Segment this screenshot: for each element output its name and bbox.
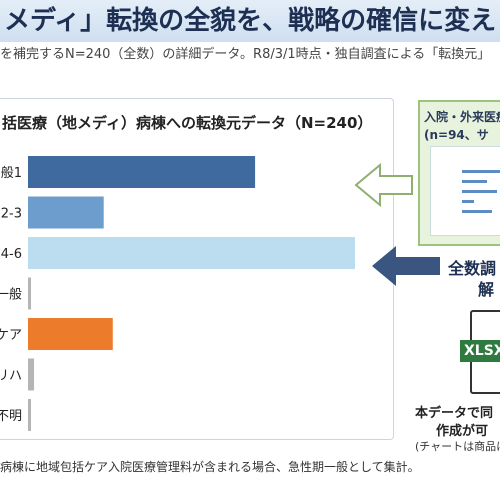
bar	[28, 358, 35, 391]
bar	[28, 277, 32, 310]
note: (チャートは商品に	[415, 440, 500, 453]
category-label: リハ	[0, 369, 22, 384]
subtitle: を補完するN=240（全数）の詳細データ。R8/3/1時点・独自調査による「転換…	[0, 47, 491, 62]
category-label: 般1	[1, 165, 22, 181]
thumb-bars	[462, 170, 500, 213]
slide-title: メディ」転換の全貌を、戦略の確信に変え	[0, 0, 500, 42]
bar	[28, 156, 256, 188]
side-label: 全数調	[448, 259, 497, 278]
side-sub: (n=94、サ	[424, 128, 489, 142]
category-label: 2-3	[1, 207, 22, 222]
note: 作成が可	[436, 424, 489, 439]
category-label: ケア	[0, 328, 22, 343]
note: 本データで同	[415, 406, 494, 421]
side-title: 入院・外来医療	[424, 110, 500, 124]
arrow	[354, 162, 413, 208]
category-label: 一般	[0, 287, 22, 303]
bar	[28, 196, 104, 229]
bar	[28, 318, 113, 350]
category-label: 4-6	[1, 247, 22, 262]
chart-title: 括医療（地メディ）病棟への転換元データ（N=240）	[2, 114, 373, 132]
file-badge: XLSX	[460, 340, 500, 362]
footnote: 病棟に地域包括ケア入院医療管理料が含まれる場合、急性期一般として集計。	[0, 460, 420, 474]
bar	[28, 399, 32, 431]
bar	[28, 237, 355, 269]
category-label: 不明	[0, 409, 22, 424]
arrow	[372, 246, 440, 286]
side-label: 解	[478, 280, 495, 299]
